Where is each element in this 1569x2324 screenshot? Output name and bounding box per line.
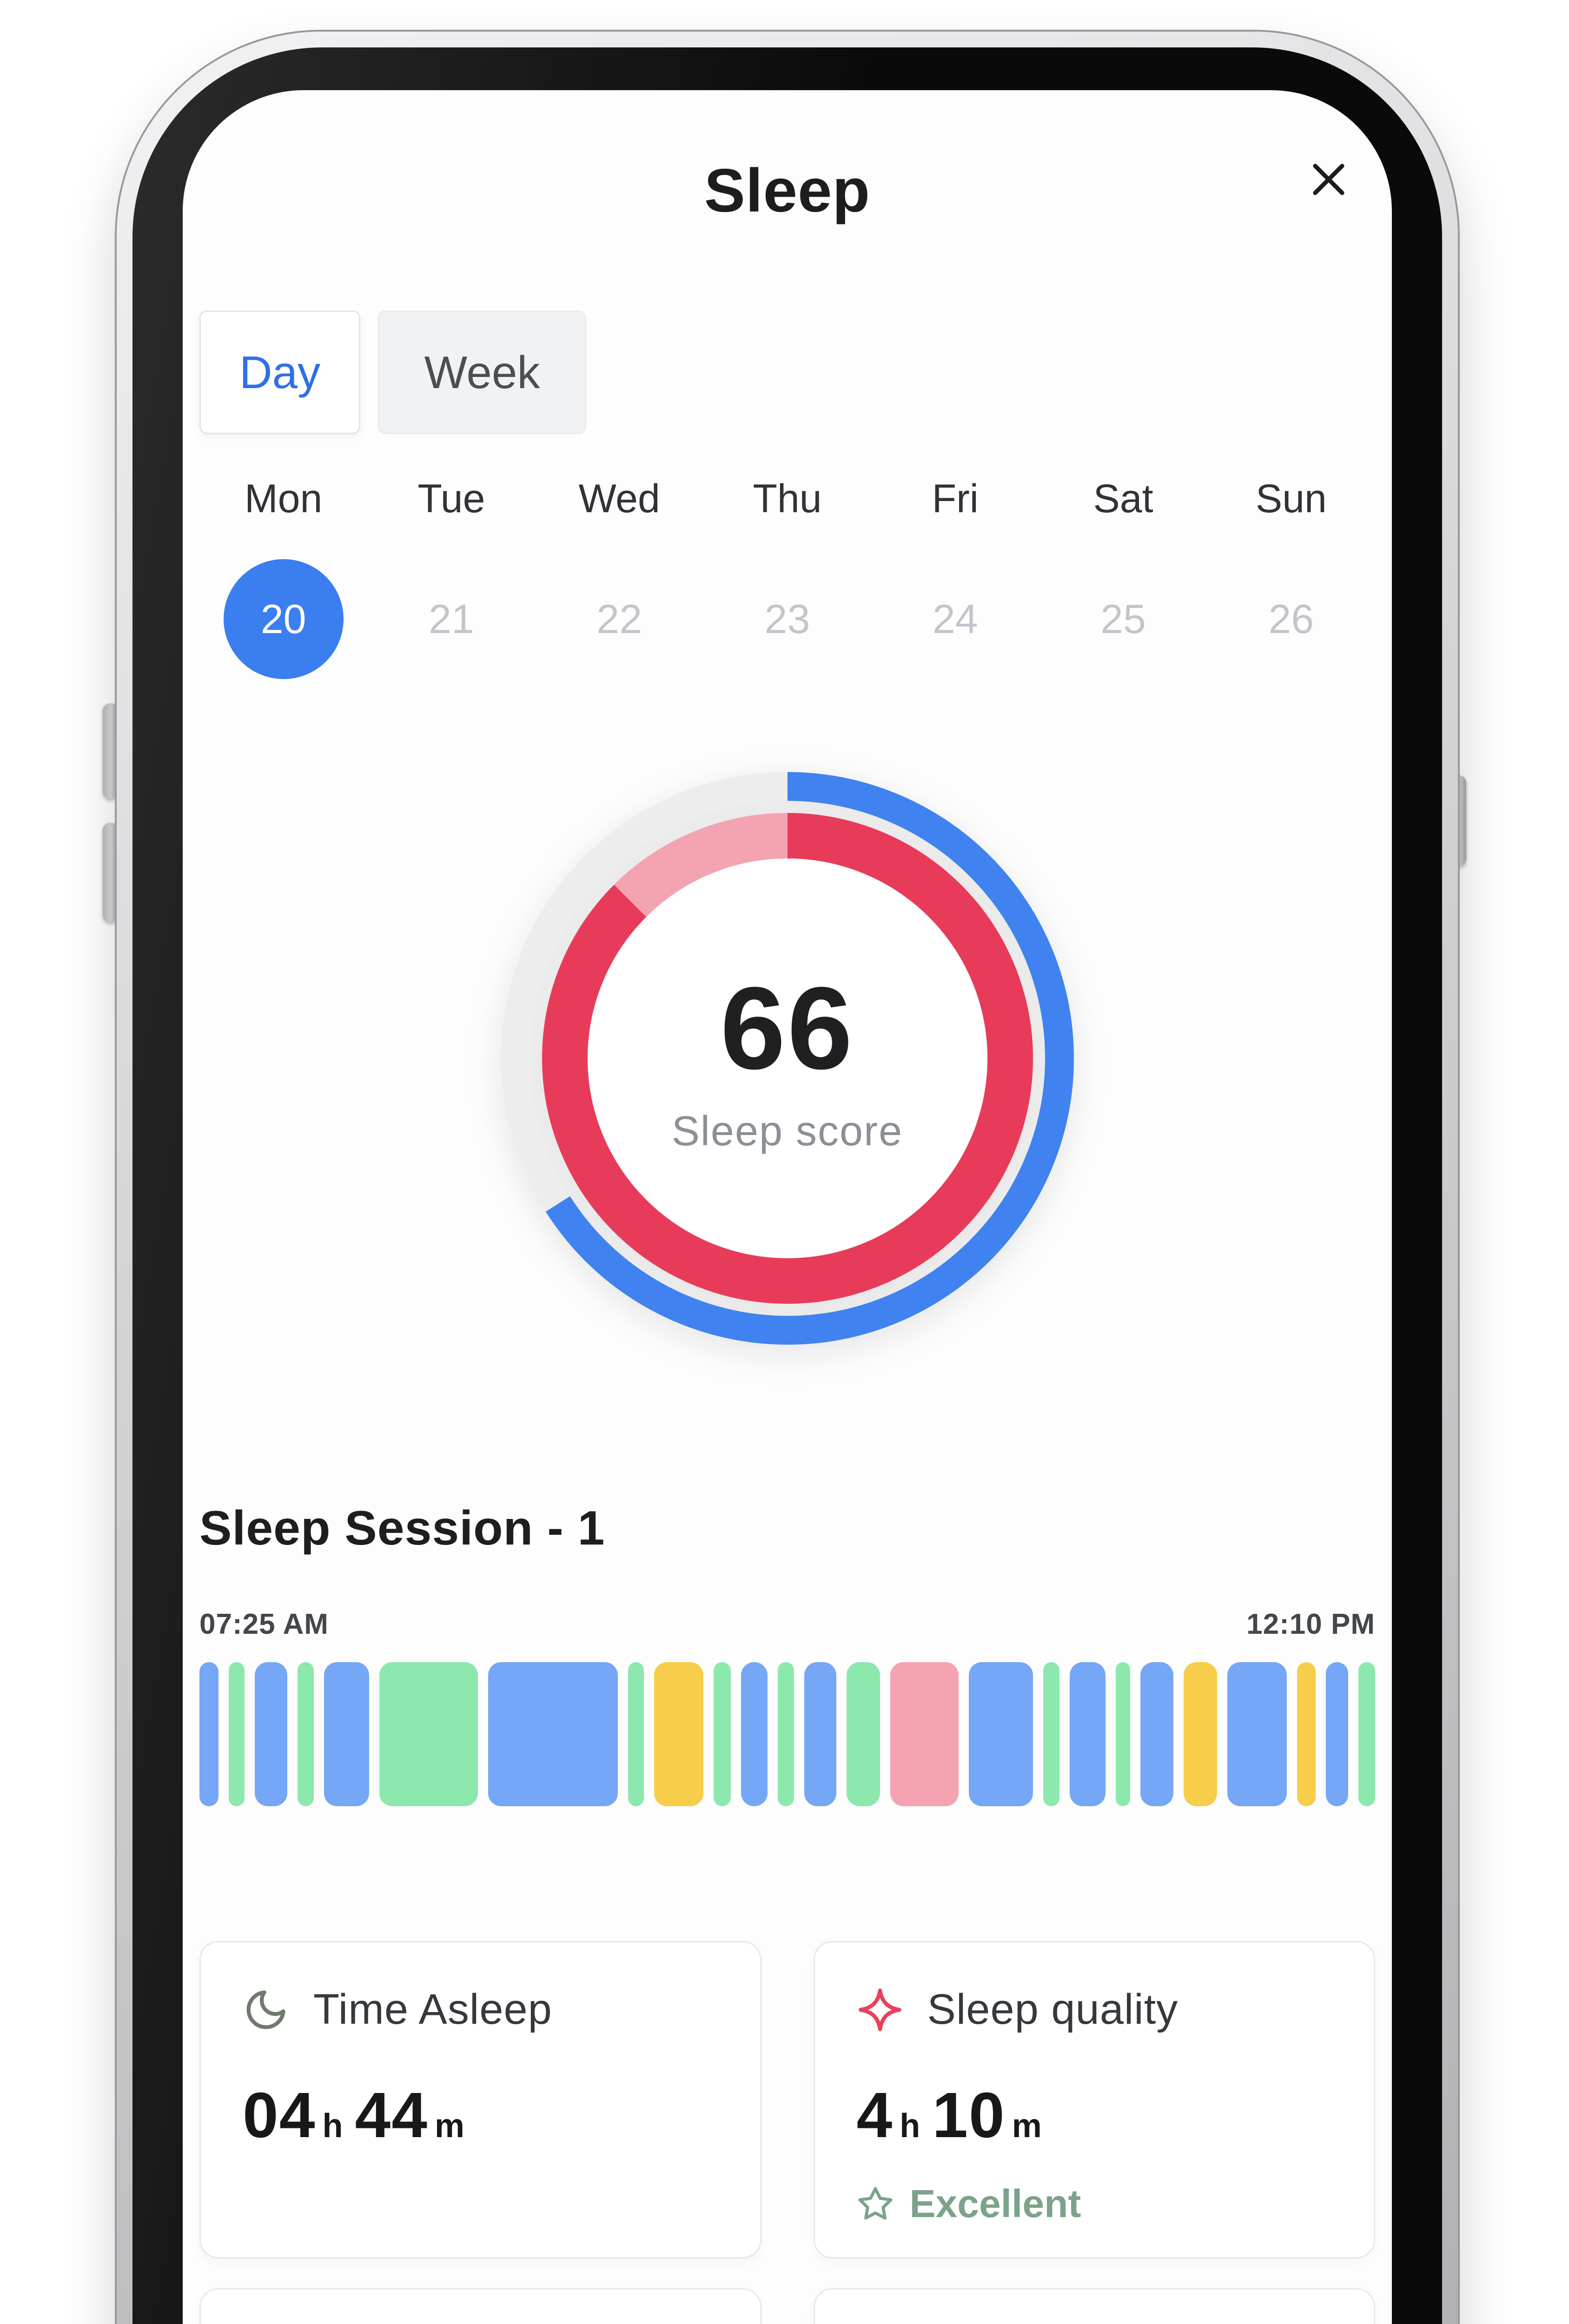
sleep-stage-segment-blue [1325, 1662, 1349, 1806]
sleep-stage-segment-blue [969, 1662, 1033, 1806]
period-tabs: Day Week [199, 310, 1375, 434]
card-sleep-quality: Sleep quality 4 h 10 m [813, 1941, 1375, 2258]
weekday-label: Wed [578, 476, 660, 521]
weekday-label: Thu [753, 476, 822, 521]
weekday-label: Sun [1255, 476, 1327, 521]
sleep-score-donut: 66 Sleep score [501, 772, 1074, 1345]
close-button[interactable] [1302, 152, 1356, 206]
moon-icon [243, 1987, 289, 2033]
donut-center: 66 Sleep score [501, 772, 1074, 1345]
sparkle-icon [857, 1987, 903, 2033]
session-title: Sleep Session - 1 [199, 1501, 605, 1555]
sleep-stage-segment-green [713, 1662, 731, 1806]
close-icon [1302, 164, 1356, 208]
status-label: Excellent [909, 2182, 1081, 2225]
card-title: Sleep quality [927, 1986, 1178, 2033]
minutes-unit: m [434, 2107, 465, 2145]
metric-cards: Time Asleep 04 h 44 m [199, 1941, 1375, 2324]
sleep-stage-segment-green [628, 1662, 644, 1806]
session-times: 07:25 AM 12:10 PM [199, 1607, 1375, 1641]
date-cell[interactable]: 25 [1100, 596, 1146, 642]
page-title: Sleep [704, 156, 871, 224]
sleep-stage-segment-green [1115, 1662, 1131, 1806]
date-cell[interactable]: 22 [596, 596, 642, 642]
card-time-asleep: Time Asleep 04 h 44 m [199, 1941, 761, 2258]
card-light-sleep: Light Sleep 02 h 35 m [813, 2288, 1375, 2324]
sleep-stage-segment-green [777, 1662, 794, 1806]
sleep-app-content: Sleep Day Week [183, 90, 1392, 2324]
minutes-value: 10 [932, 2080, 1006, 2151]
minutes-value: 44 [355, 2080, 428, 2151]
weekday-label: Sat [1093, 476, 1153, 521]
phone-screen: Sleep Day Week [183, 90, 1392, 2324]
hours-unit: h [900, 2107, 920, 2145]
sleep-stage-segment-blue [1140, 1662, 1174, 1806]
sleep-stage-segment-yellow [1297, 1662, 1316, 1806]
volume-up-button[interactable] [103, 703, 119, 799]
sleep-stage-segment-pink [890, 1662, 959, 1806]
weekday-label: Mon [244, 476, 323, 521]
sleep-stage-segment-green [379, 1662, 478, 1806]
sleep-stage-segment-green [1358, 1662, 1375, 1806]
card-value: 4 h 10 m [857, 2079, 1332, 2152]
star-icon [857, 2185, 894, 2223]
hours-value: 04 [243, 2080, 316, 2151]
session-start-time: 07:25 AM [199, 1608, 329, 1640]
sleep-stage-segment-green [228, 1662, 245, 1806]
card-value: 04 h 44 m [243, 2079, 718, 2152]
sleep-stage-segment-blue [199, 1662, 218, 1806]
sleep-stage-timeline [199, 1662, 1375, 1806]
weekday-label: Fri [932, 476, 979, 521]
donut-chart [501, 772, 1074, 1345]
date-cell-selected[interactable]: 20 [223, 559, 344, 679]
sleep-stage-segment-blue [741, 1662, 768, 1806]
card-head: Sleep quality [857, 1985, 1332, 2034]
minutes-unit: m [1012, 2107, 1042, 2145]
phone-frame: Sleep Day Week [117, 32, 1458, 2324]
tab-week[interactable]: Week [378, 310, 586, 434]
sleep-stage-segment-green [847, 1662, 880, 1806]
phone-bezel: Sleep Day Week [132, 47, 1442, 2324]
sleep-stage-segment-yellow [654, 1662, 703, 1806]
weekday-row: Mon Tue Wed Thu Fri Sat Sun [199, 476, 1375, 522]
sleep-stage-segment-blue [255, 1662, 287, 1806]
sleep-stage-segment-green [1043, 1662, 1060, 1806]
date-cell[interactable]: 23 [764, 596, 810, 642]
status-excellent: Excellent [857, 2181, 1332, 2226]
header: Sleep [199, 155, 1375, 230]
card-head: Time Asleep [243, 1985, 718, 2034]
date-row: 20 21 22 23 24 25 26 [199, 559, 1375, 679]
hours-value: 4 [856, 2080, 894, 2151]
sleep-stage-segment-green [297, 1662, 314, 1806]
date-cell[interactable]: 21 [428, 596, 474, 642]
weekday-label: Tue [417, 476, 485, 521]
sleep-score-value: 66 [720, 963, 854, 1094]
sleep-stage-segment-blue [324, 1662, 369, 1806]
sleep-stage-segment-blue [804, 1662, 837, 1806]
sleep-stage-segment-blue [488, 1662, 618, 1806]
card-title: Time Asleep [313, 1986, 552, 2033]
date-cell[interactable]: 26 [1268, 596, 1314, 642]
hours-unit: h [322, 2107, 343, 2145]
session-end-time: 12:10 PM [1246, 1608, 1375, 1640]
date-cell[interactable]: 24 [932, 596, 978, 642]
volume-down-button[interactable] [103, 823, 119, 922]
tab-day[interactable]: Day [199, 310, 360, 434]
sleep-score-label: Sleep score [671, 1108, 903, 1155]
sleep-stage-segment-yellow [1184, 1662, 1217, 1806]
sleep-stage-segment-blue [1227, 1662, 1287, 1806]
card-deep-sleep: Deep sleep 01 h 20 m [199, 2288, 761, 2324]
sleep-stage-segment-blue [1070, 1662, 1106, 1806]
